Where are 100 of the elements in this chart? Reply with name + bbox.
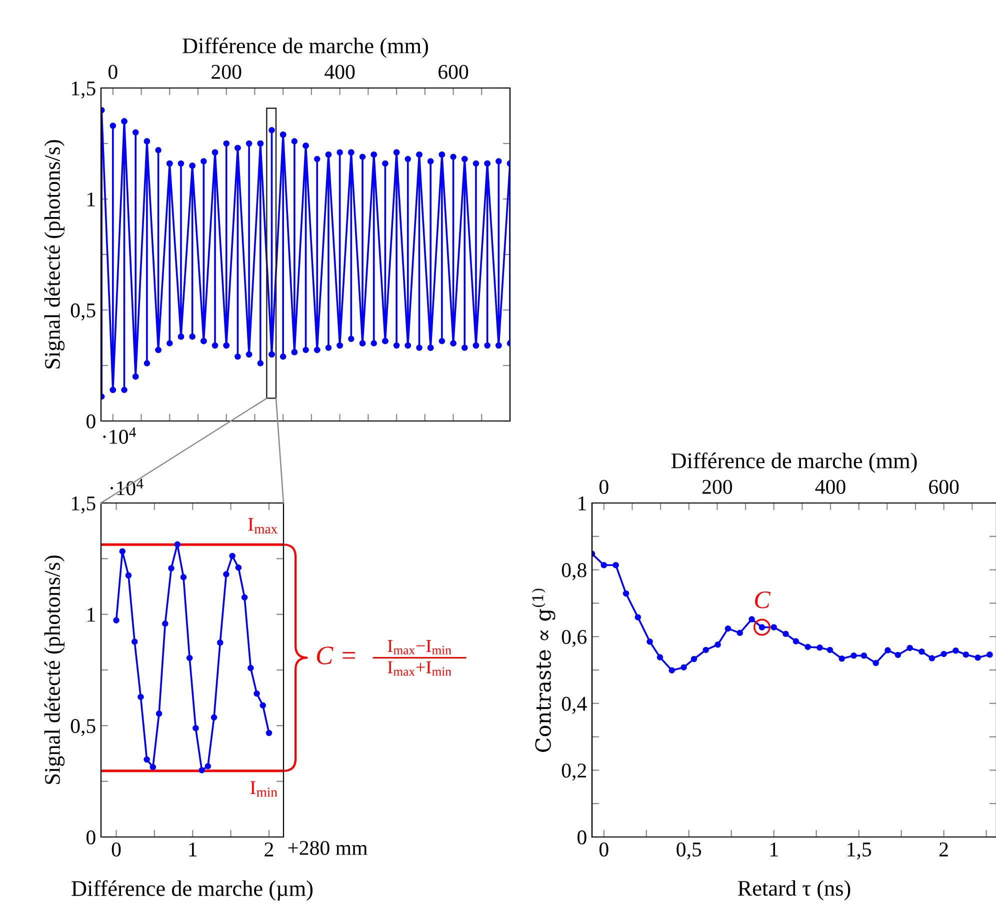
point [138, 694, 144, 700]
x2-tick-label: 0 [599, 480, 608, 494]
point [622, 590, 630, 597]
y-tick-label: 0,8 [562, 563, 586, 580]
point [826, 646, 834, 654]
point [804, 644, 811, 650]
ref-line-label: I$_{max}$ [248, 518, 278, 534]
x-axis-title: Différence de marche (mm) [182, 37, 428, 58]
point [906, 644, 913, 652]
point [748, 616, 755, 622]
y-tick-label: 1 [88, 608, 95, 622]
point [838, 656, 845, 662]
point [119, 548, 126, 554]
point [150, 764, 156, 770]
point [782, 630, 789, 638]
y-tick-label: 1 [578, 496, 586, 510]
point [198, 767, 205, 774]
point [125, 572, 132, 578]
point [266, 730, 272, 736]
point [962, 652, 970, 658]
point [186, 654, 193, 662]
x-tick-label: 0 [112, 842, 121, 857]
x-tick-label: 1 [189, 842, 197, 856]
point [113, 617, 120, 624]
point [223, 571, 230, 578]
point [680, 664, 687, 670]
ref-line-label: I$_{min}$ [250, 781, 278, 797]
point [162, 620, 168, 627]
point [974, 654, 981, 661]
x-axis-title: Différence de marche (µm) [72, 880, 313, 901]
y-tick-label: 0,2 [562, 764, 586, 781]
point [860, 652, 868, 659]
point [260, 702, 266, 709]
x-tick-label: 0 [108, 64, 118, 79]
point [724, 625, 732, 632]
point [144, 756, 150, 763]
x2-tick-label: 600 [929, 480, 959, 494]
text: I$_{max}$+I$_{min}$ [388, 661, 452, 676]
y-tick-label: 0,6 [562, 630, 587, 648]
text: C = [316, 646, 355, 664]
point [600, 562, 608, 568]
point [918, 648, 925, 655]
point [210, 714, 218, 721]
y-axis-title: Signal détecté (photons/s) [44, 556, 65, 784]
x-tick-label: 2 [264, 842, 274, 856]
point [229, 552, 236, 560]
point [894, 652, 902, 658]
text: I$_{max}$−I$_{min}$ [388, 640, 452, 654]
y-tick-label: 1 [88, 192, 95, 206]
point [248, 664, 254, 672]
point [656, 654, 664, 660]
point [884, 647, 891, 654]
point [736, 630, 743, 636]
point [928, 655, 936, 662]
y-tick-label: 1,5 [72, 81, 96, 98]
point [646, 638, 653, 645]
x-tick-label: 0,5 [676, 842, 702, 860]
point [850, 652, 857, 659]
point [690, 656, 698, 662]
point [770, 624, 777, 630]
point [986, 652, 993, 658]
point [714, 641, 721, 648]
x-tick-label: 400 [324, 64, 355, 79]
x-tick-label: 600 [438, 64, 468, 79]
y-axis-title: Contraste ∝ g$^{(1)}$ [532, 588, 556, 752]
text: +280 mm [288, 840, 368, 855]
point [816, 644, 823, 651]
x-tick-label: 1,5 [848, 842, 872, 860]
x2-axis-title: Différence de marche (mm) [671, 452, 917, 473]
y-tick-label: 0,5 [70, 303, 96, 320]
y-tick-label: 0,5 [70, 719, 96, 736]
point [940, 650, 947, 658]
point [192, 724, 199, 732]
point [612, 562, 619, 568]
y-axis-title: Signal détecté (photons/s) [44, 140, 65, 368]
x-axis-title: Retard τ (ns) [738, 880, 850, 900]
point [702, 646, 709, 654]
point [180, 574, 187, 580]
point [792, 638, 800, 644]
y-tick-label: 0 [578, 830, 586, 844]
point [952, 648, 959, 654]
point [131, 638, 138, 645]
x-tick-label: 1 [770, 842, 778, 856]
point [216, 639, 224, 646]
x2-tick-label: 400 [815, 480, 846, 494]
point [168, 565, 174, 572]
y-tick-label: 0 [86, 830, 96, 844]
point [872, 660, 879, 666]
point [668, 667, 676, 674]
x2-tick-label: 200 [702, 480, 732, 494]
point [174, 541, 180, 548]
point [235, 564, 242, 571]
point [156, 710, 162, 717]
point [254, 690, 260, 697]
text: ·10$^{4}$ [103, 427, 136, 444]
y-tick-label: 0,4 [562, 696, 587, 714]
x-tick-label: 2 [940, 842, 948, 856]
point [634, 614, 642, 620]
point [204, 763, 212, 770]
text: ·10$^{4}$ [110, 478, 144, 496]
